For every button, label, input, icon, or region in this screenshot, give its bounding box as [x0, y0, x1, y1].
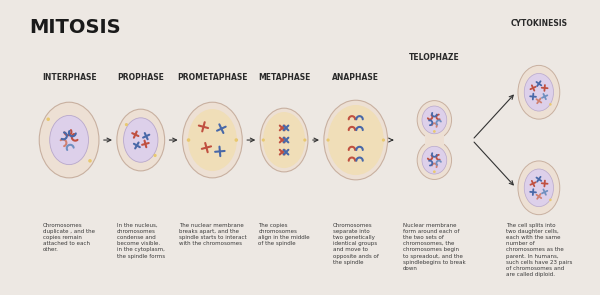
- Circle shape: [326, 138, 329, 142]
- Ellipse shape: [39, 102, 99, 178]
- Text: The cell splits into
two daughter cells,
each with the same
number of
chromosome: The cell splits into two daughter cells,…: [506, 223, 572, 277]
- Ellipse shape: [117, 109, 164, 171]
- Ellipse shape: [518, 161, 560, 215]
- Circle shape: [235, 138, 238, 142]
- Ellipse shape: [417, 101, 452, 139]
- Ellipse shape: [518, 65, 560, 119]
- Circle shape: [382, 138, 385, 142]
- Ellipse shape: [124, 118, 158, 162]
- Text: The copies
chromosomes
align in the middle
of the spindle: The copies chromosomes align in the midd…: [258, 223, 310, 246]
- Text: TELOPHAZE: TELOPHAZE: [409, 53, 460, 62]
- Ellipse shape: [524, 169, 554, 206]
- Circle shape: [46, 117, 50, 121]
- Ellipse shape: [182, 102, 242, 178]
- Ellipse shape: [324, 100, 388, 180]
- Text: The nuclear membrane
breaks apart, and the
spindle starts to interact
with the c: The nuclear membrane breaks apart, and t…: [179, 223, 246, 246]
- Text: PROMETAPHASE: PROMETAPHASE: [177, 73, 248, 82]
- Circle shape: [433, 130, 436, 133]
- Circle shape: [303, 138, 307, 142]
- Text: Chromosomes
separate into
two genetically
identical groups
and move to
opposite : Chromosomes separate into two geneticall…: [333, 223, 379, 265]
- Text: MITOSIS: MITOSIS: [29, 18, 121, 37]
- Text: Chromosomes
duplicate , and the
copies remain
attached to each
other.: Chromosomes duplicate , and the copies r…: [43, 223, 95, 253]
- Circle shape: [187, 138, 190, 142]
- Text: ANAPHASE: ANAPHASE: [332, 73, 379, 82]
- Circle shape: [549, 199, 551, 201]
- Ellipse shape: [263, 112, 305, 168]
- Ellipse shape: [417, 141, 452, 179]
- Ellipse shape: [328, 105, 384, 175]
- Text: CYTOKINESIS: CYTOKINESIS: [511, 19, 568, 28]
- Circle shape: [262, 138, 265, 142]
- Circle shape: [125, 123, 128, 126]
- Circle shape: [549, 103, 551, 106]
- Text: METAPHASE: METAPHASE: [258, 73, 310, 82]
- Circle shape: [433, 170, 436, 173]
- Text: INTERPHASE: INTERPHASE: [42, 73, 97, 82]
- Ellipse shape: [422, 146, 447, 174]
- Ellipse shape: [260, 108, 308, 172]
- Text: Nuclear membrane
form around each of
the two sets of
chromosomes, the
chromosome: Nuclear membrane form around each of the…: [403, 223, 466, 271]
- Ellipse shape: [524, 73, 554, 111]
- Ellipse shape: [422, 106, 447, 134]
- Circle shape: [154, 154, 157, 157]
- Text: PROPHASE: PROPHASE: [118, 73, 164, 82]
- Text: In the nucleus,
chromosomes
condense and
become visible.
in the cytoplasm,
the s: In the nucleus, chromosomes condense and…: [116, 223, 165, 259]
- Ellipse shape: [188, 109, 237, 171]
- Bar: [425, 135, 444, 147]
- Ellipse shape: [50, 115, 89, 165]
- Circle shape: [88, 159, 92, 163]
